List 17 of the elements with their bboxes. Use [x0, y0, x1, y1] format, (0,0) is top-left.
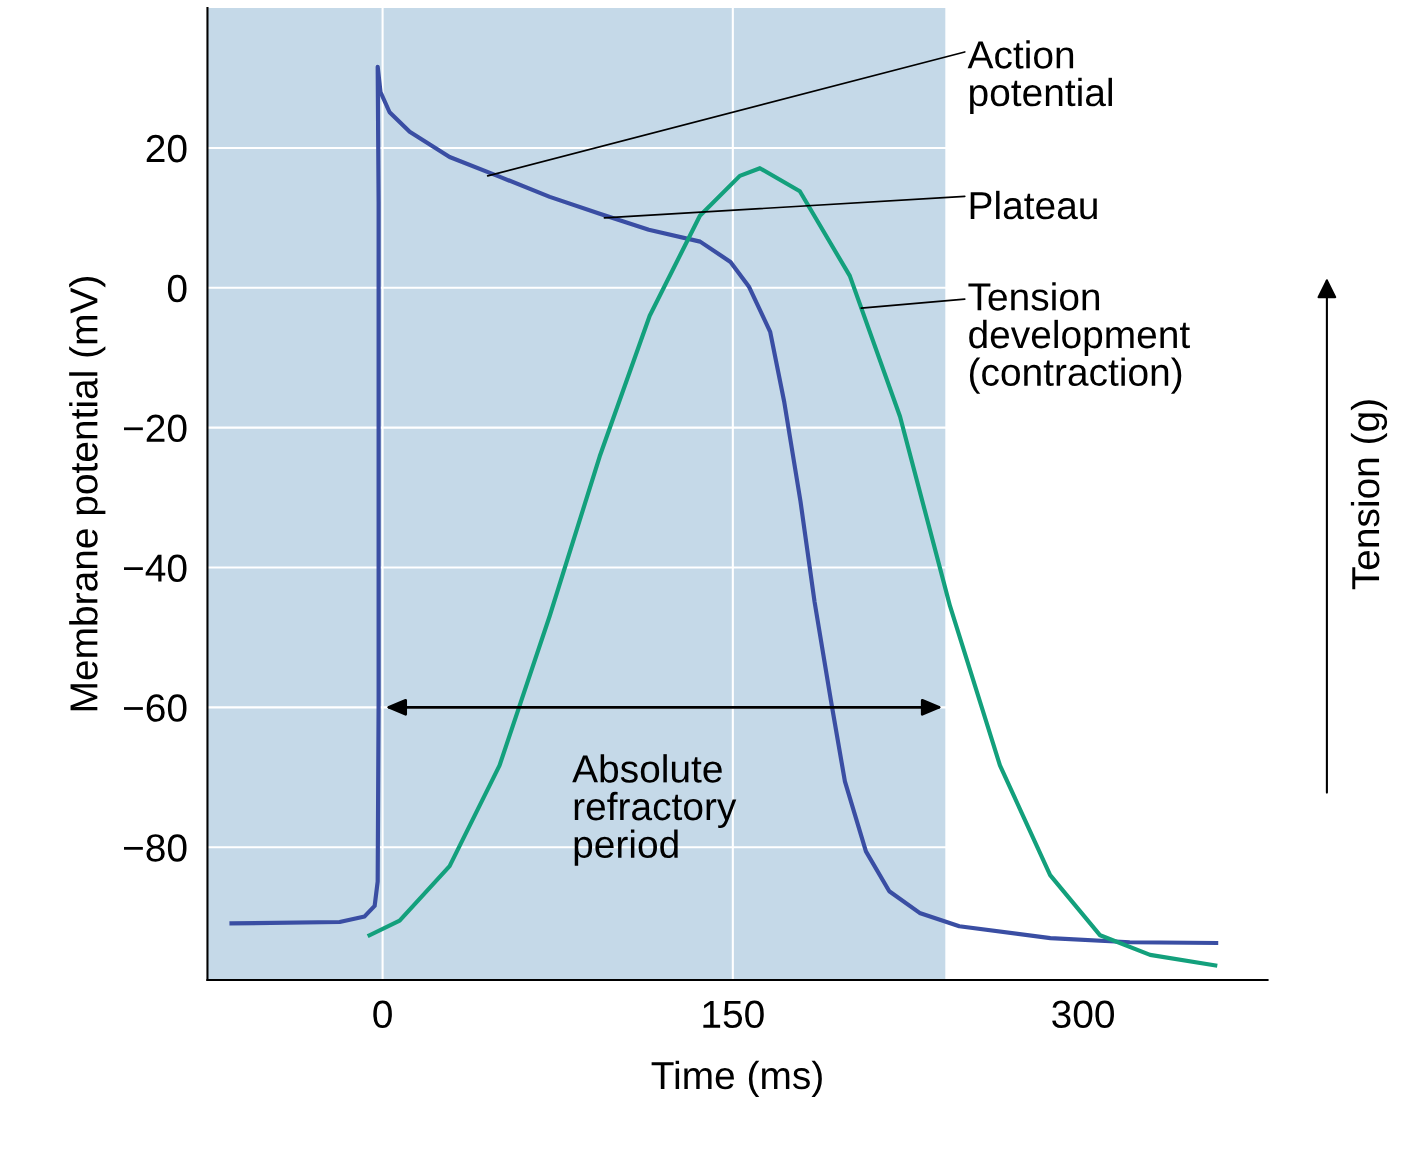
- x-tick-label: 0: [373, 1000, 392, 1029]
- annotation: Absolute refractory period: [572, 754, 737, 866]
- annotation: Action potential: [967, 40, 1112, 115]
- annotation: Plateau: [970, 190, 1097, 220]
- x-axis-title: Time (ms): [651, 1060, 822, 1097]
- y-axis-title: Membrane potential (mV): [69, 277, 106, 711]
- y-tick-label: 20: [146, 134, 187, 163]
- y-tick-label: −60: [123, 694, 187, 722]
- x-tick-label: 300: [1052, 1000, 1114, 1029]
- y-tick-label: 0: [167, 274, 187, 303]
- y-tick-label: −40: [123, 554, 187, 582]
- y2-axis-title: Tension (g): [1350, 400, 1388, 590]
- line-series: [367, 166, 1218, 968]
- x-tick-label: 150: [703, 1000, 764, 1029]
- annotation: Tension development (contraction): [968, 282, 1190, 394]
- y-tick-label: −20: [123, 414, 187, 443]
- y-tick-label: −80: [123, 834, 187, 862]
